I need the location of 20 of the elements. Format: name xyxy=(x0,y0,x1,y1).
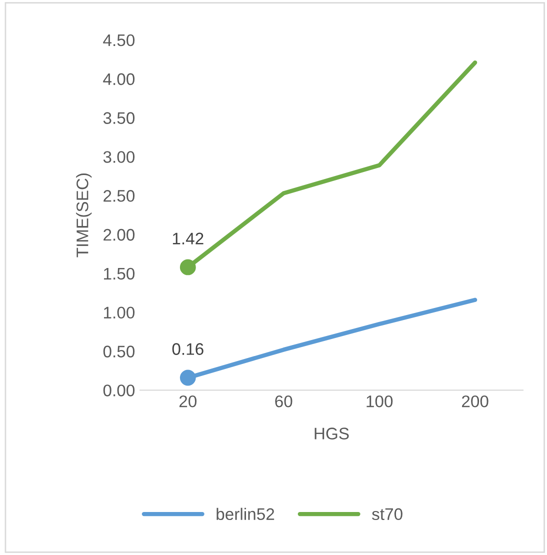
y-axis-title: TIME(SEC) xyxy=(76,174,92,258)
legend-label: st70 xyxy=(372,508,402,520)
y-tick-label: 0.00 xyxy=(103,384,135,396)
y-tick-label: 3.00 xyxy=(103,151,135,163)
annotation: 0.16 xyxy=(172,343,204,355)
y-tick-label: 3.50 xyxy=(103,112,135,124)
x-axis-title: HGS xyxy=(314,428,349,440)
x-tick-label: 200 xyxy=(462,395,488,408)
y-tick-label: 1.50 xyxy=(104,268,135,280)
y-tick-label: 0.50 xyxy=(103,346,135,358)
y-tick-label: 4.00 xyxy=(103,73,135,86)
y-tick-label: 4.50 xyxy=(103,34,135,46)
x-tick-label: 20 xyxy=(179,395,197,408)
x-tick-label: 60 xyxy=(275,395,292,408)
annotation: 1.42 xyxy=(172,232,204,244)
legend-label: berlin52 xyxy=(216,508,274,520)
x-tick-label: 100 xyxy=(366,395,393,408)
y-tick-label: 2.00 xyxy=(104,228,135,241)
y-tick-label: 1.00 xyxy=(104,306,135,319)
y-tick-label: 2.50 xyxy=(104,190,135,202)
